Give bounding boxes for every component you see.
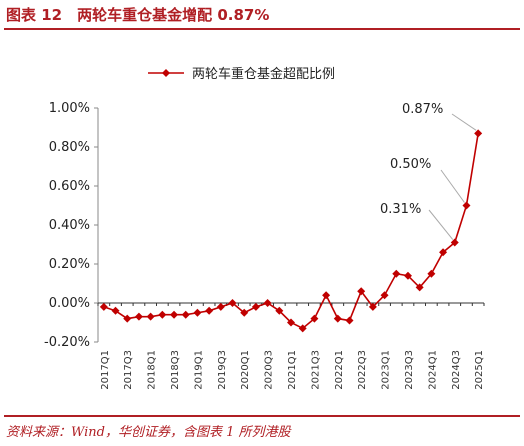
y-tick-label: 1.00% bbox=[49, 101, 90, 116]
y-tick-label: -0.20% bbox=[44, 335, 90, 350]
figure-title: 图表 12 两轮车重仓基金增配 0.87% bbox=[6, 6, 270, 24]
y-tick-label: 0.80% bbox=[49, 140, 90, 155]
data-point bbox=[99, 302, 108, 311]
y-tick-label: 0.00% bbox=[49, 296, 90, 311]
x-tick-label: 2024Q3 bbox=[451, 350, 462, 390]
x-tick-label: 2024Q1 bbox=[427, 350, 438, 390]
data-label: 0.31% bbox=[380, 202, 421, 217]
x-tick-label: 2019Q3 bbox=[217, 350, 228, 390]
data-point bbox=[380, 291, 389, 300]
data-point bbox=[240, 308, 249, 317]
data-point bbox=[251, 302, 260, 311]
data-point bbox=[322, 291, 331, 300]
x-tick-label: 2022Q1 bbox=[334, 350, 345, 390]
x-tick-label: 2019Q1 bbox=[193, 350, 204, 390]
x-tick-label: 2022Q3 bbox=[357, 350, 368, 390]
data-point bbox=[134, 312, 143, 321]
x-tick-label: 2018Q3 bbox=[170, 350, 181, 390]
x-tick-label: 2023Q1 bbox=[381, 350, 392, 390]
data-point bbox=[123, 314, 132, 323]
x-tick-label: 2018Q1 bbox=[147, 350, 158, 390]
data-point bbox=[392, 269, 401, 278]
y-tick-label: 0.40% bbox=[49, 218, 90, 233]
data-point bbox=[333, 314, 342, 323]
data-point bbox=[111, 306, 120, 315]
y-tick-label: 0.20% bbox=[49, 257, 90, 272]
source-rule bbox=[4, 415, 520, 417]
data-point bbox=[228, 299, 237, 307]
data-point bbox=[216, 302, 225, 311]
data-point bbox=[345, 316, 354, 325]
data-point bbox=[474, 129, 483, 138]
data-point bbox=[298, 324, 307, 333]
data-point bbox=[439, 248, 448, 257]
data-point bbox=[170, 310, 179, 319]
y-tick-label: 0.60% bbox=[49, 179, 90, 194]
x-tick-label: 2017Q1 bbox=[100, 350, 111, 390]
data-point bbox=[263, 299, 272, 307]
source-note: 资料来源：Wind，华创证券，含图表 1 所列港股 bbox=[6, 425, 291, 440]
data-point bbox=[146, 312, 155, 321]
data-point bbox=[193, 308, 202, 317]
data-point bbox=[158, 310, 167, 319]
data-point bbox=[181, 310, 190, 319]
x-tick-label: 2021Q3 bbox=[310, 350, 321, 390]
data-point bbox=[275, 306, 284, 315]
data-point bbox=[310, 314, 319, 323]
x-tick-label: 2017Q3 bbox=[123, 350, 134, 390]
x-tick-label: 2023Q3 bbox=[404, 350, 415, 390]
legend-marker bbox=[162, 69, 170, 77]
title-rule bbox=[4, 28, 520, 30]
data-label: 0.50% bbox=[390, 157, 431, 172]
x-tick-label: 2020Q1 bbox=[240, 350, 251, 390]
x-tick-label: 2020Q3 bbox=[264, 350, 275, 390]
legend-label: 两轮车重仓基金超配比例 bbox=[192, 66, 335, 82]
x-tick-label: 2021Q1 bbox=[287, 350, 298, 390]
data-point bbox=[368, 302, 377, 311]
data-point bbox=[427, 269, 436, 278]
data-point bbox=[450, 238, 459, 247]
data-point bbox=[287, 318, 295, 327]
data-label: 0.87% bbox=[402, 102, 443, 117]
data-point bbox=[462, 201, 471, 210]
annotation-leader bbox=[428, 209, 454, 240]
data-point bbox=[357, 287, 366, 296]
data-point bbox=[205, 306, 214, 315]
data-point bbox=[403, 271, 412, 280]
data-point bbox=[415, 283, 424, 292]
x-tick-label: 2025Q1 bbox=[474, 350, 485, 390]
annotation-leader bbox=[440, 169, 465, 203]
annotation-leader bbox=[451, 113, 477, 131]
